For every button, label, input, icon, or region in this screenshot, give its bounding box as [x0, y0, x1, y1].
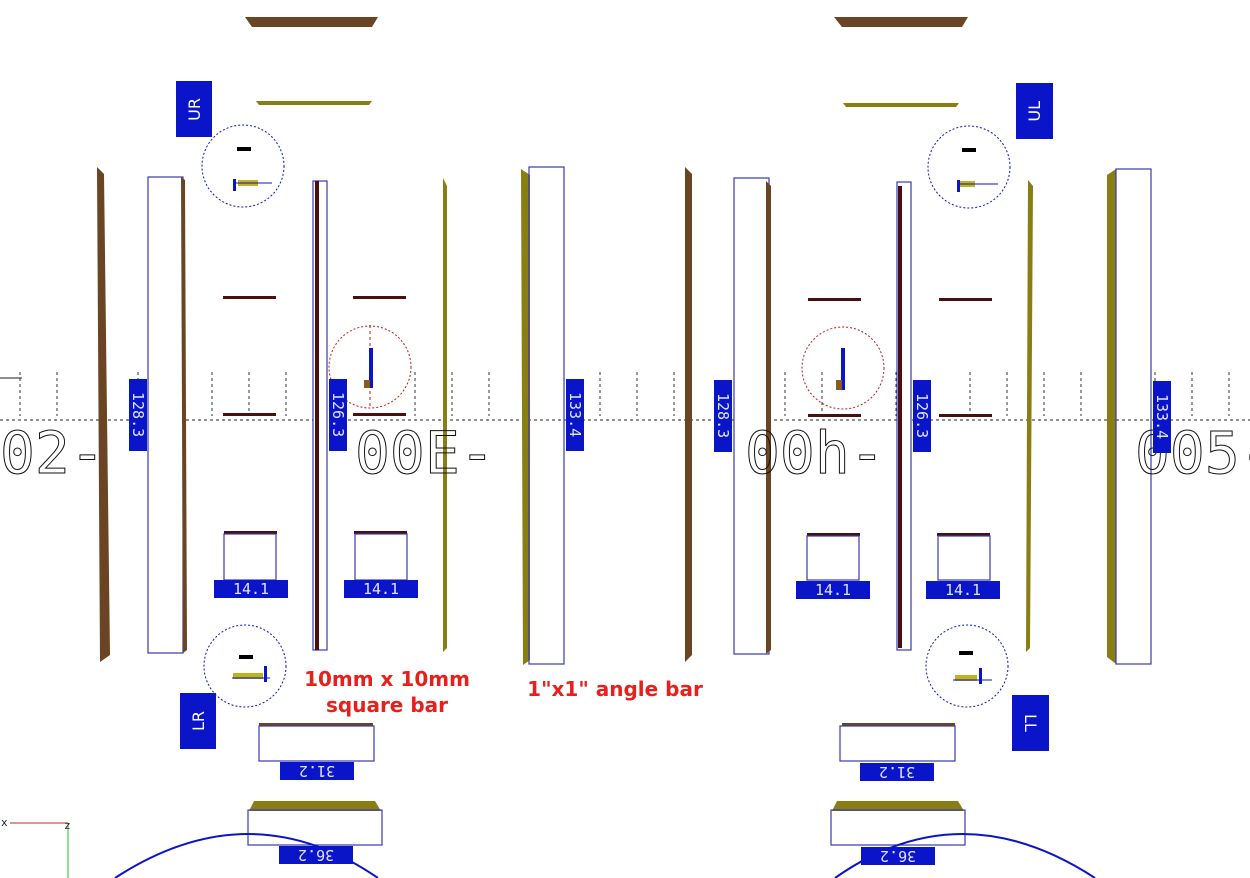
- right-angle-bar: [1115, 168, 1152, 665]
- left-square-bar: [315, 181, 319, 650]
- dim-left-inner-text: 126.3: [329, 392, 347, 438]
- bottom-left-upper-box: [258, 725, 375, 762]
- left-outline-bar: [147, 176, 184, 654]
- dim-left-outer: 128.3: [129, 379, 147, 451]
- label-ll: LL: [1012, 695, 1049, 751]
- ruler-number-1: 02-: [0, 419, 105, 487]
- right-upper-circle: [927, 125, 1011, 209]
- dim-bottom-right-lower-text: 36.2: [879, 847, 917, 865]
- top-thin-left: [256, 101, 372, 105]
- annotation-square-bar: 10mm x 10mm square bar: [304, 667, 470, 717]
- left-angle-bar-face: [521, 169, 530, 665]
- right-box-b: [937, 535, 991, 581]
- left-lower-circle: [203, 624, 287, 708]
- left-angle-bar: [528, 166, 565, 665]
- dim-right-inner: 126.3: [913, 380, 931, 452]
- right-angle-bar-face: [1107, 169, 1116, 664]
- axis-x-label: x: [1, 816, 8, 829]
- label-lr-text: LR: [188, 710, 208, 732]
- dim-box-d: 14.1: [926, 581, 1000, 599]
- dim-left-angle-text: 133.4: [566, 392, 584, 438]
- dim-box-c: 14.1: [796, 581, 870, 599]
- right-thin-olive-bar: [1026, 180, 1033, 652]
- dim-box-a: 14.1: [214, 580, 288, 598]
- left-outline-shadow: [181, 177, 187, 653]
- top-plate-right: [834, 17, 968, 27]
- bottom-right-upper-box: [839, 725, 956, 762]
- bottom-right-lower-box: [830, 809, 966, 846]
- ruler-number-2: 00E-: [355, 419, 496, 487]
- dim-bottom-right-upper: 31.2: [860, 763, 934, 781]
- left-upper-marker: [237, 147, 251, 151]
- annotation-angle-bar: 1"x1" angle bar: [527, 677, 703, 701]
- ruler-ticks: [19, 325, 1230, 416]
- left-upper-circle: [201, 124, 285, 208]
- dim-bottom-left-upper-text: 31.2: [298, 762, 336, 780]
- top-plate-left: [245, 17, 378, 27]
- dim-box-b: 14.1: [344, 580, 418, 598]
- label-ur: UR: [176, 81, 212, 137]
- dim-right-inner-text: 126.3: [913, 393, 931, 439]
- right-lower-circle: [925, 624, 1009, 708]
- left-brown-bar: [97, 167, 110, 662]
- dim-bottom-right-upper-text: 31.2: [878, 763, 916, 781]
- left-box-a: [223, 533, 277, 581]
- dim-left-angle: 133.4: [566, 379, 584, 451]
- dim-right-outer: 128.3: [714, 380, 732, 452]
- label-ul-text: UL: [1025, 100, 1044, 122]
- dim-right-angle-text: 133.4: [1153, 394, 1171, 440]
- dim-bottom-left-lower-text: 36.2: [297, 846, 335, 864]
- dim-bottom-left-lower: 36.2: [279, 846, 353, 864]
- right-square-bar: [898, 186, 902, 648]
- right-outline-bar: [733, 177, 770, 655]
- left-thin-olive-bar: [443, 178, 447, 652]
- axis-z-label: z: [64, 819, 71, 832]
- dim-left-outer-text: 128.3: [129, 392, 147, 438]
- dim-left-inner: 126.3: [329, 379, 347, 451]
- label-ll-text: LL: [1021, 714, 1040, 732]
- dim-bottom-left-upper: 31.2: [280, 762, 354, 780]
- ruler-number-3: 00h-: [745, 419, 886, 487]
- right-brown-bar: [685, 167, 692, 662]
- dim-right-angle: 133.4: [1153, 381, 1171, 453]
- label-ul: UL: [1016, 83, 1053, 139]
- right-center-circle: [801, 326, 885, 410]
- label-ur-text: UR: [184, 97, 204, 121]
- label-lr: LR: [180, 693, 216, 749]
- right-box-a: [806, 535, 860, 581]
- dim-right-outer-text: 128.3: [714, 393, 732, 439]
- bottom-left-lower-box: [247, 809, 383, 846]
- top-thin-right: [843, 103, 959, 107]
- left-box-b: [354, 533, 408, 581]
- dim-bottom-right-lower: 36.2: [861, 847, 935, 865]
